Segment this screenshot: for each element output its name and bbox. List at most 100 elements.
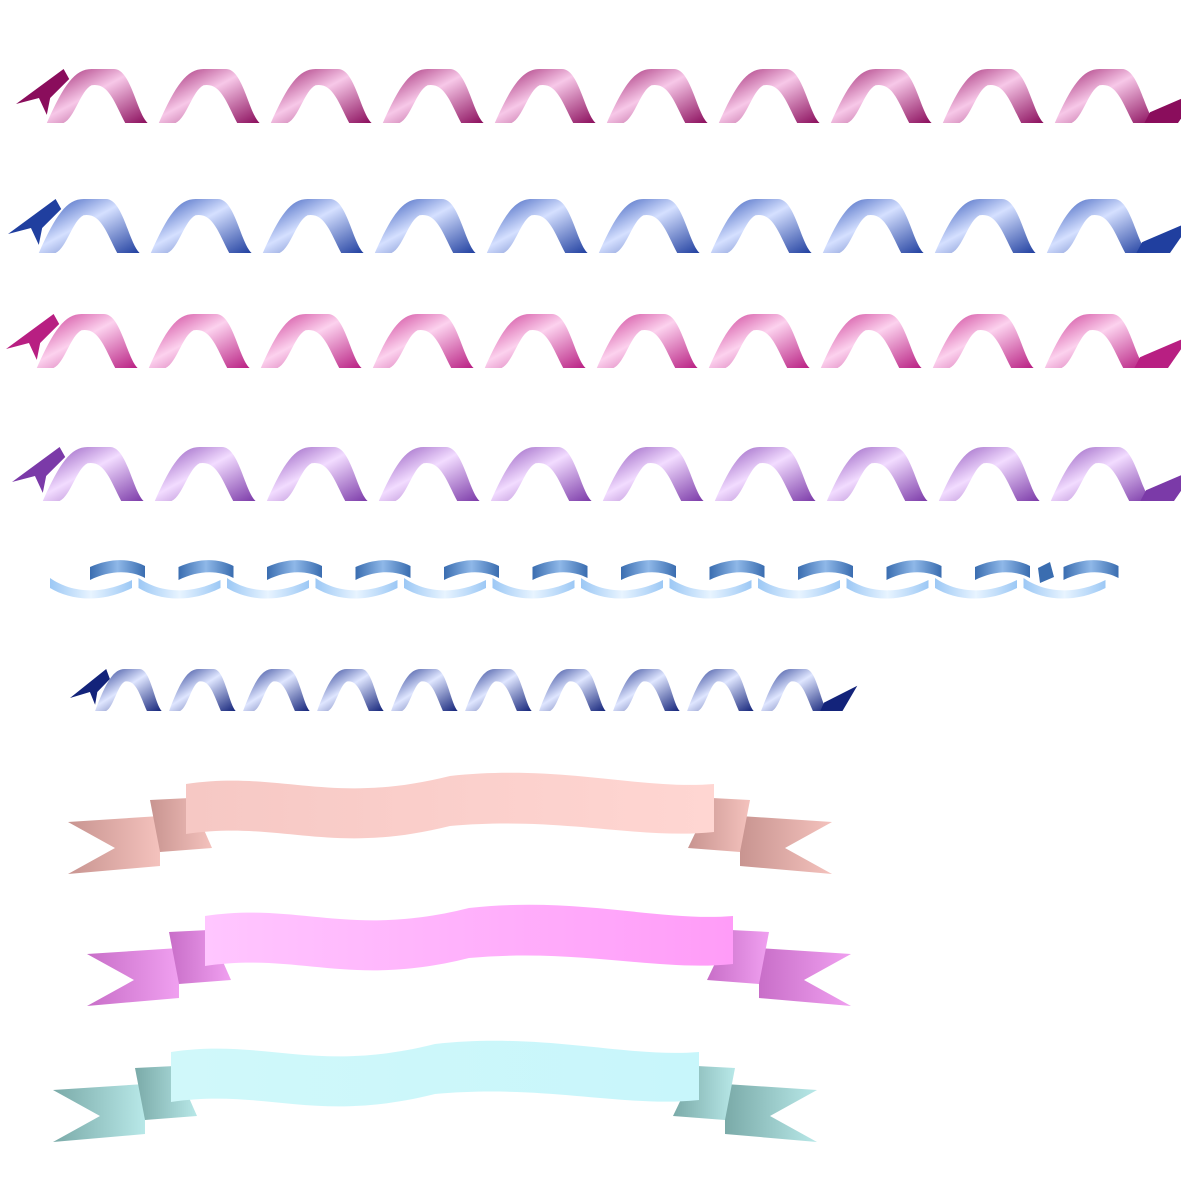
ribbon-twist (374, 199, 476, 253)
wave-lower (227, 578, 309, 599)
ribbon-twist (539, 669, 606, 711)
ribbon-twist (606, 69, 708, 123)
ribbon-twist (317, 669, 384, 711)
ribbon-twist (1046, 199, 1148, 253)
ribbon-end (8, 199, 62, 245)
banner (87, 904, 851, 1006)
spiral-ribbon (6, 314, 1181, 368)
wave-upper (90, 560, 145, 580)
ribbon-end (70, 669, 110, 705)
wave-ribbon (50, 560, 1119, 599)
banner-tail (53, 1084, 145, 1142)
wave-upper (621, 560, 676, 580)
banner (53, 1040, 817, 1142)
banner-fold (135, 1066, 197, 1120)
ribbon-twist (822, 199, 924, 253)
ribbon-twist (1054, 69, 1156, 123)
ribbon-twist (169, 669, 236, 711)
ribbon-twist (708, 314, 810, 368)
ribbon-twist (266, 447, 368, 501)
ribbon-twist (820, 314, 922, 368)
wave-upper (355, 560, 411, 580)
banner-tail (759, 948, 851, 1006)
ribbon-end (1140, 475, 1181, 501)
ribbon-twist (372, 314, 474, 368)
ribbon-end (1144, 98, 1181, 123)
wave-upper (532, 560, 588, 580)
wave-lower (758, 578, 840, 599)
wave-lower (492, 578, 575, 599)
ribbon-twist (154, 447, 256, 501)
spiral-ribbon (16, 69, 1181, 123)
ribbon-twist (158, 69, 260, 123)
banner-tail (87, 948, 179, 1006)
wave-lower (315, 578, 398, 599)
banner-fold (169, 930, 231, 984)
wave-upper (178, 560, 234, 580)
ribbon-twist (382, 69, 484, 123)
ribbon-twist (687, 669, 754, 711)
ribbon-twist (602, 447, 704, 501)
ribbon-twist (42, 447, 144, 501)
banner-tail (68, 816, 160, 874)
ribbon-twist (830, 69, 932, 123)
ribbon-end (1136, 225, 1181, 253)
ribbon-twist (938, 447, 1040, 501)
ribbon-twist (150, 199, 252, 253)
wave-upper (444, 560, 499, 580)
ribbon-twist (260, 314, 362, 368)
ribbon-twist (486, 199, 588, 253)
ribbon-twist (710, 199, 812, 253)
banner-fold (150, 798, 212, 852)
spiral-ribbons (6, 69, 1181, 711)
wave-lower (581, 578, 663, 599)
wave-upper (267, 560, 322, 580)
ribbon-twist (932, 314, 1034, 368)
wave-upper (798, 560, 853, 580)
ribbon-twist (262, 199, 364, 253)
ribbon-twist (1044, 314, 1146, 368)
wave-upper (1063, 560, 1119, 580)
wave-lower (935, 578, 1017, 599)
ribbon-twist (598, 199, 700, 253)
wave-lower (669, 578, 752, 599)
ribbon-end (6, 314, 60, 360)
wave-lower (138, 578, 221, 599)
ribbon-twist (36, 314, 138, 368)
wave-lower (404, 578, 486, 599)
ribbon-twist (148, 314, 250, 368)
banner-body (205, 904, 733, 971)
ribbon-twist (38, 199, 140, 253)
ribbon-twist (1050, 447, 1152, 501)
ribbon-twist (490, 447, 592, 501)
banner-fold (673, 1066, 735, 1120)
spiral-ribbon (8, 199, 1181, 253)
banner-body (186, 772, 714, 839)
ribbon-twist (826, 447, 928, 501)
ribbon-end (12, 447, 66, 493)
banner-tail (740, 816, 832, 874)
ribbon-twist (934, 199, 1036, 253)
ribbon-twist (95, 669, 162, 711)
ribbon-twist (465, 669, 532, 711)
ribbon-twist (718, 69, 820, 123)
ribbon-twist (484, 314, 586, 368)
ribbon-twist (46, 69, 148, 123)
banners (53, 772, 851, 1142)
wave-upper (975, 560, 1030, 580)
ribbon-twist (378, 447, 480, 501)
ribbon-twist (596, 314, 698, 368)
banner-tail (725, 1084, 817, 1142)
wave-lower (1023, 578, 1106, 599)
ribbon-twist (942, 69, 1044, 123)
wave-end (1038, 562, 1054, 583)
banner-fold (688, 798, 750, 852)
ribbon-twist (714, 447, 816, 501)
ribbon-twist (243, 669, 310, 711)
spiral-ribbon (12, 447, 1181, 501)
ribbon-end (820, 685, 858, 711)
banner-body (171, 1040, 699, 1107)
spiral-ribbon (70, 669, 858, 711)
